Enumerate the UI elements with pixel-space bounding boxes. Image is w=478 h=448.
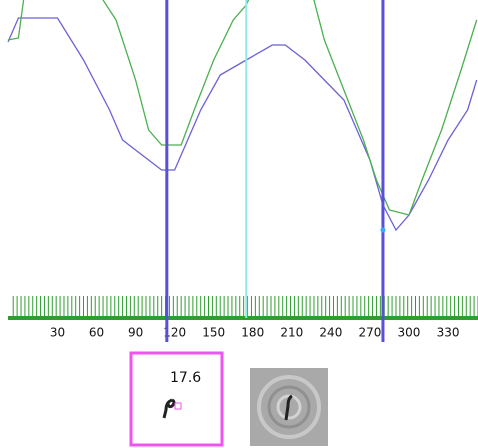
x-tick-label: 30 xyxy=(50,326,65,340)
x-tick-label: 210 xyxy=(280,326,303,340)
plot-area xyxy=(8,0,477,230)
x-tick-label: 300 xyxy=(398,326,421,340)
x-tick-label: 180 xyxy=(241,326,264,340)
selection-box[interactable] xyxy=(131,353,222,445)
x-tick-label: 150 xyxy=(202,326,225,340)
series-line xyxy=(8,18,477,230)
x-tick-label: 60 xyxy=(89,326,104,340)
app-view: 306090120150180210240270300330 17.6 xyxy=(0,0,478,448)
series-line xyxy=(8,0,477,215)
x-tick-label: 90 xyxy=(128,326,143,340)
x-tick-label: 240 xyxy=(319,326,342,340)
cursor-point xyxy=(380,228,385,233)
x-tick-label: 330 xyxy=(437,326,460,340)
readout: 17.6 xyxy=(170,370,201,386)
thumbnail xyxy=(250,368,328,446)
x-tick-label: 270 xyxy=(358,326,381,340)
